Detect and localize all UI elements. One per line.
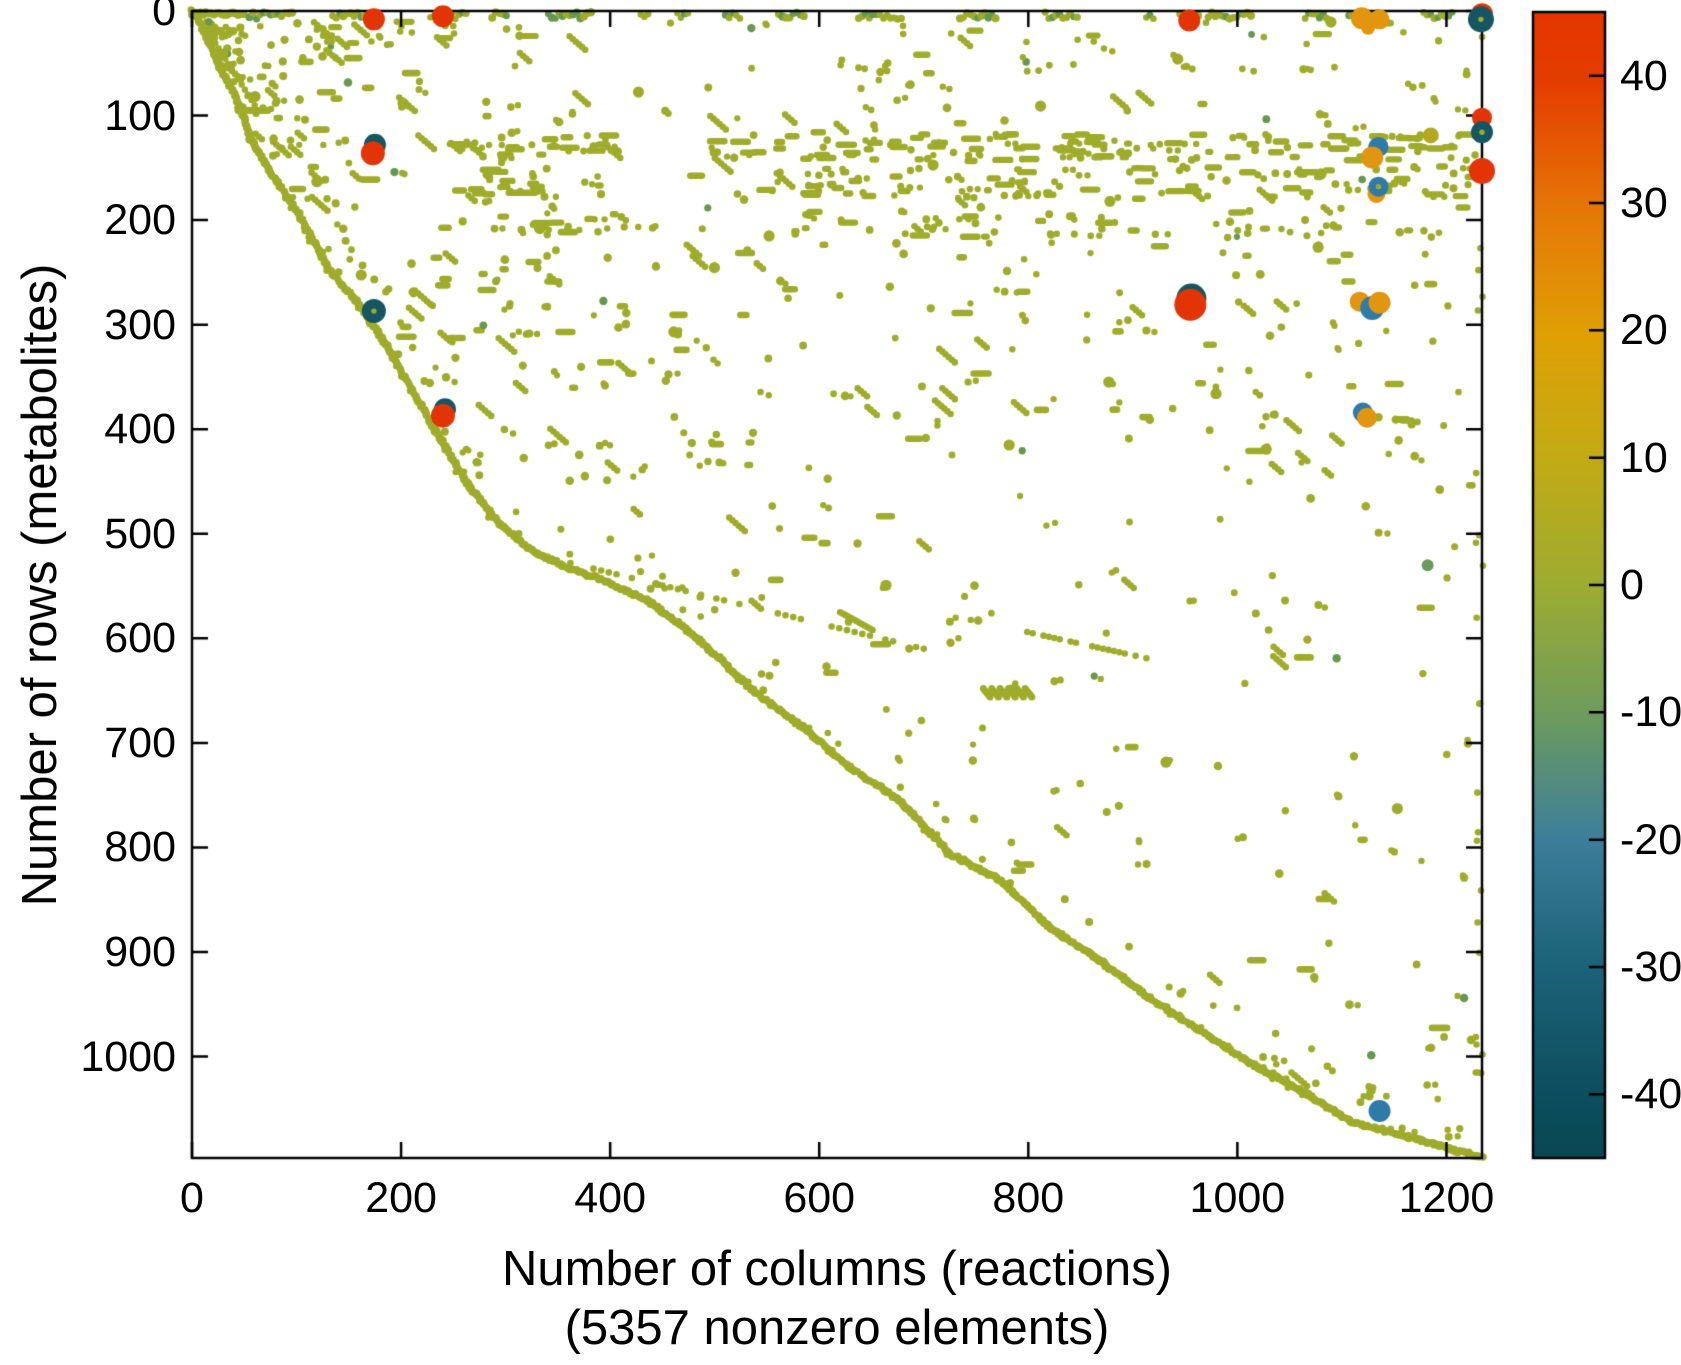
y-tick-label: 1000	[80, 1032, 176, 1081]
x-axis-sublabel: (5357 nonzero elements)	[564, 1301, 1110, 1355]
x-tick-label: 400	[574, 1174, 647, 1222]
y-tick-label: 0	[152, 0, 176, 35]
colorbar-tick-label: -20	[1620, 815, 1681, 864]
y-axis-label: Number of rows (metabolites)	[13, 263, 67, 907]
colorbar-tick-label: 0	[1620, 561, 1644, 609]
x-tick-label: 800	[992, 1174, 1065, 1222]
x-axis-label: Number of columns (reactions)	[502, 1242, 1172, 1296]
colorbar-tick-label: -10	[1620, 688, 1681, 737]
y-tick-label: 600	[104, 614, 176, 663]
y-tick-label: 700	[104, 718, 176, 767]
x-tick-label: 600	[783, 1174, 856, 1222]
x-tick-label: 1200	[1398, 1174, 1495, 1222]
x-tick-label: 1000	[1189, 1174, 1286, 1222]
y-tick-label: 500	[104, 509, 176, 558]
colorbar-tick-label: -40	[1620, 1070, 1681, 1119]
colorbar-tick-label: 20	[1620, 306, 1668, 355]
x-tick-label: 200	[365, 1174, 437, 1222]
colorbar-tick-label: 10	[1620, 433, 1668, 482]
y-tick-label: 100	[104, 91, 176, 140]
y-tick-label: 200	[104, 196, 176, 245]
colorbar-tick-label: 30	[1620, 179, 1668, 227]
colorbar-tick-label: 40	[1620, 51, 1668, 100]
y-tick-label: 900	[104, 928, 176, 977]
y-tick-label: 400	[104, 405, 176, 454]
colorbar-tick-label: -30	[1620, 943, 1681, 991]
x-tick-label: 0	[180, 1174, 204, 1222]
y-tick-label: 800	[104, 823, 176, 872]
y-tick-label: 300	[104, 300, 176, 349]
